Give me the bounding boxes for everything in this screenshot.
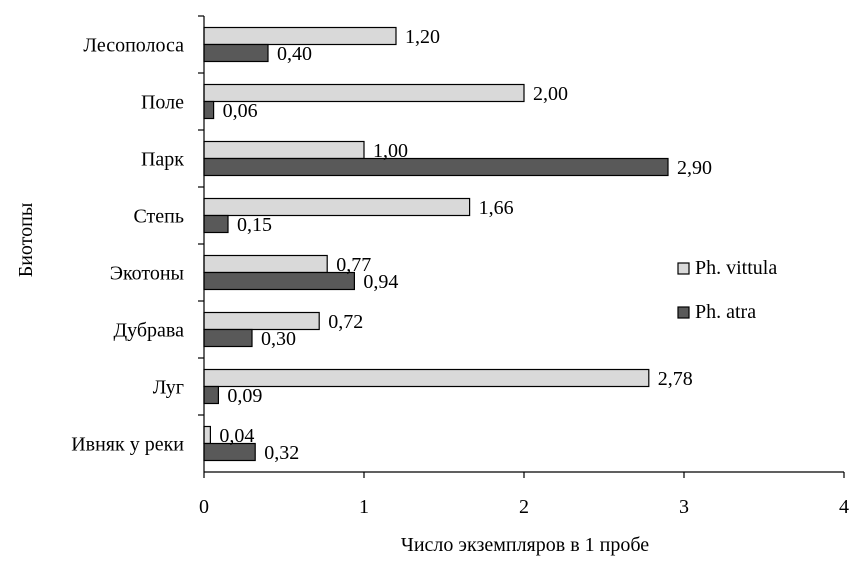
bar-vittula-2	[203, 140, 365, 160]
value-label-atra-2: 2,90	[677, 157, 712, 179]
value-label-vittula-0: 1,20	[405, 26, 440, 48]
bar-vittula-0	[203, 26, 397, 46]
value-label-atra-5: 0,30	[261, 328, 296, 350]
value-labels-layer: 1,20 0,40 2,00 0,06 1,00 2,90 1,66 0,15 0,770,94…	[219, 26, 712, 464]
y-axis-title: Биотопы	[15, 203, 37, 278]
bar-atra-4	[203, 271, 355, 291]
legend: Ph. vittula Ph. atra	[677, 257, 777, 323]
value-label-vittula-3: 1,66	[479, 197, 514, 219]
value-label-vittula-7: 0,04	[219, 425, 254, 447]
value-label-vittula-4: 0,77	[336, 254, 371, 276]
x-tick-label-0: 0	[199, 496, 209, 518]
legend-swatch-1	[677, 306, 690, 319]
bar-atra-5	[203, 328, 253, 348]
legend-label-0: Ph. vittula	[695, 257, 777, 279]
axes-layer: Лесополоса Поле Парк Степь Экотоны Дубрава Луг…	[71, 15, 849, 518]
category-label-4: Экотоны	[110, 263, 184, 285]
value-label-vittula-2: 1,00	[373, 140, 408, 162]
bar-atra-3	[203, 214, 229, 234]
bars-layer	[203, 26, 669, 462]
x-tick-label-2: 2	[519, 496, 529, 518]
value-label-vittula-5: 0,72	[328, 311, 363, 333]
bar-atra-2	[203, 157, 669, 177]
bar-atra-6	[203, 385, 219, 405]
value-label-atra-1: 0,06	[223, 100, 258, 122]
bar-vittula-3	[203, 197, 471, 217]
bar-vittula-7	[203, 425, 212, 445]
x-tick-label-4: 4	[839, 496, 849, 518]
category-label-6: Луг	[153, 377, 184, 399]
category-label-2: Парк	[141, 149, 184, 171]
category-label-5: Дубрава	[114, 320, 185, 342]
value-label-atra-7: 0,32	[264, 442, 299, 464]
legend-label-1: Ph. atra	[695, 301, 756, 323]
value-label-vittula-6: 2,78	[658, 368, 693, 390]
value-label-atra-3: 0,15	[237, 214, 272, 236]
value-label-vittula-1: 2,00	[533, 83, 568, 105]
category-label-0: Лесополоса	[83, 35, 184, 57]
x-axis-title: Число экземпляров в 1 пробе	[401, 534, 649, 556]
value-label-atra-6: 0,09	[227, 385, 262, 407]
bar-vittula-1	[203, 83, 525, 103]
x-tick-label-3: 3	[679, 496, 689, 518]
value-label-atra-0: 0,40	[277, 43, 312, 65]
bar-atra-1	[203, 100, 215, 120]
category-label-1: Поле	[141, 92, 184, 114]
legend-swatch-0	[677, 262, 690, 275]
bar-vittula-6	[203, 368, 650, 388]
bar-atra-0	[203, 43, 269, 63]
value-label-atra-4: 0,94	[363, 271, 398, 293]
bar-vittula-4	[203, 254, 328, 274]
category-label-3: Степь	[133, 206, 184, 228]
bar-vittula-5	[203, 311, 320, 331]
category-label-7: Ивняк у реки	[71, 434, 184, 456]
x-tick-label-1: 1	[359, 496, 369, 518]
